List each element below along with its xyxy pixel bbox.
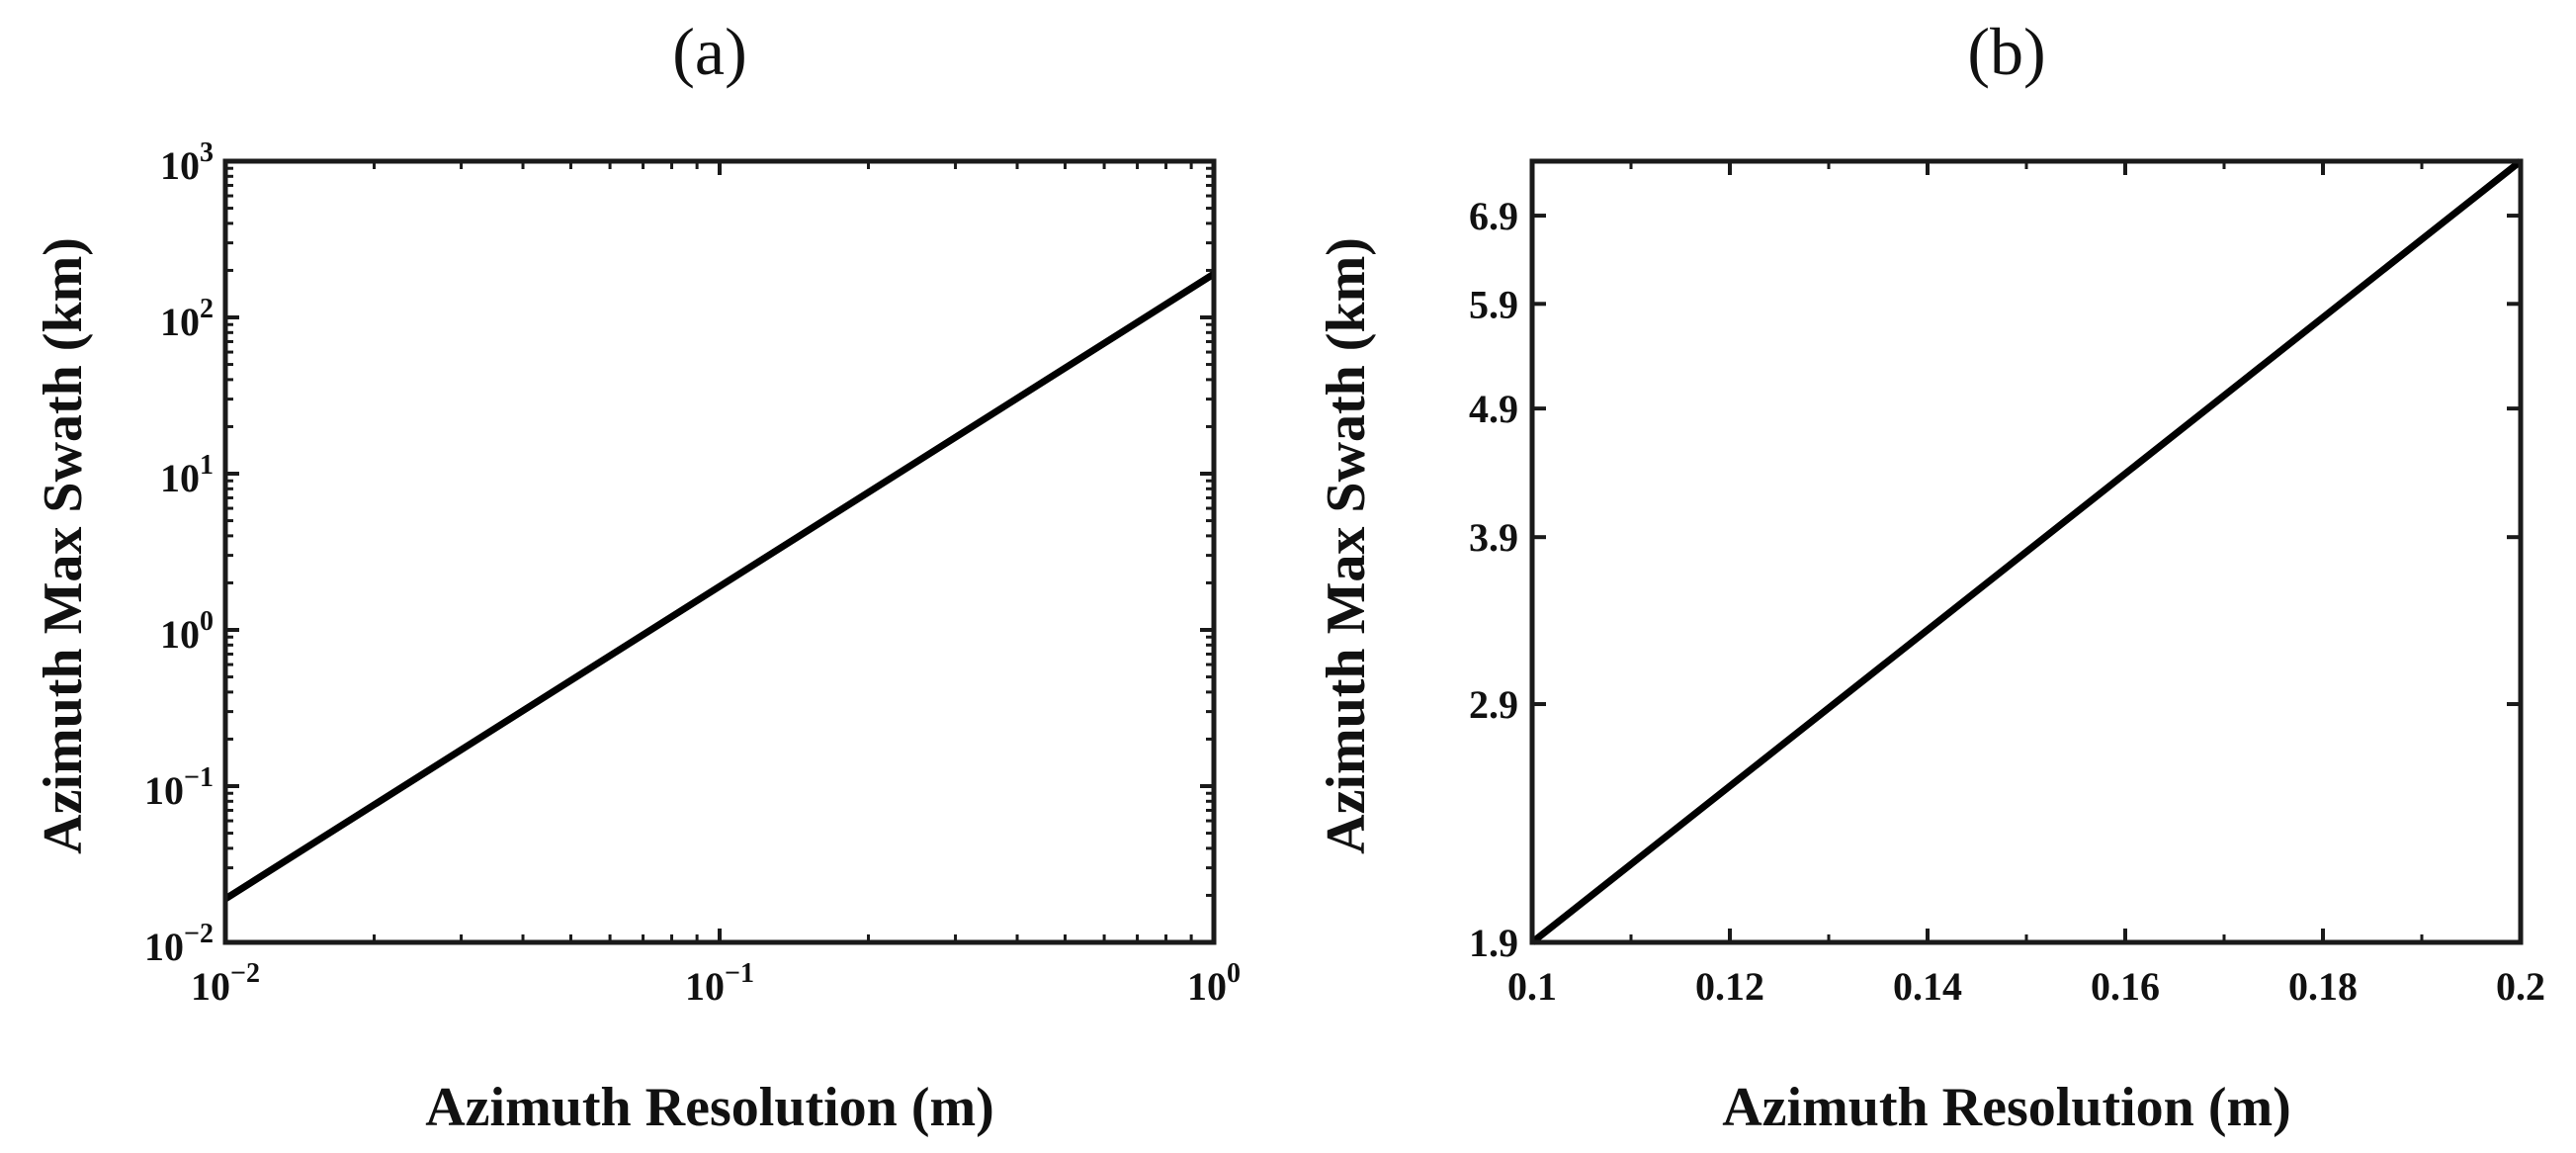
a-y-tick-exponent: 0 [200,606,214,637]
a-y-tick-base: 10 [144,768,184,813]
a-y-tick-exponent: 3 [200,137,214,168]
a-x-tick-exponent: −1 [725,958,754,989]
b-x-tick-label: 0.1 [1507,964,1557,1009]
a-y-tick-base: 10 [160,300,200,344]
panel-a-x-tick-labels: 10−2 10−1 100 [191,958,1241,1009]
b-y-tick-label: 6.9 [1469,194,1518,238]
a-x-tick-label: 10−1 [685,958,754,1009]
a-y-tick-label: 103 [160,137,214,188]
a-y-tick-exponent: 1 [200,450,214,481]
panel-a-y-axis-label: Azimuth Max Swath (km) [33,237,94,854]
b-y-tick-label: 5.9 [1469,282,1518,326]
panel-b-plot-area: 0.1 0.12 0.14 0.16 0.18 0.2 1.9 2.9 3.9 4.9 5.9 6.… [1469,158,2545,1009]
b-y-tick-label: 1.9 [1469,921,1518,965]
b-x-tick-label: 0.2 [2496,964,2545,1009]
panel-a-minor-ticks [225,161,1214,942]
a-y-tick-exponent: −1 [184,762,214,793]
panel-b-x-axis-label: Azimuth Resolution (m) [1722,1077,2291,1138]
panel-b-series-line [1529,158,2524,945]
b-x-tick-label: 0.16 [2091,964,2160,1009]
a-y-tick-base: 10 [144,925,184,969]
a-y-tick-label: 10−1 [144,762,214,813]
panel-b: (b) Azimuth Resolution (m) Azimuth Max S… [1316,14,2545,1138]
b-x-tick-label: 0.14 [1893,964,1962,1009]
panel-a: (a) Azimuth Resolution (m) Azimuth Max S… [33,14,1241,1138]
a-x-tick-label: 100 [1187,958,1241,1009]
b-y-tick-label: 2.9 [1469,682,1518,727]
a-y-tick-base: 10 [160,456,200,500]
a-y-tick-label: 10−2 [144,919,214,969]
panel-a-title: (a) [672,14,746,89]
a-y-tick-label: 102 [160,294,214,344]
panel-b-x-tick-labels: 0.1 0.12 0.14 0.16 0.18 0.2 [1507,964,2545,1009]
a-x-tick-base: 10 [685,964,725,1009]
b-y-tick-label: 3.9 [1469,515,1518,560]
panel-b-minor-ticks [1629,161,2424,942]
a-y-tick-base: 10 [160,143,200,188]
panel-a-major-ticks [223,159,1216,944]
a-y-tick-base: 10 [160,612,200,657]
b-x-tick-label: 0.18 [2288,964,2358,1009]
a-y-tick-exponent: 2 [200,294,214,324]
panel-b-y-tick-labels: 1.9 2.9 3.9 4.9 5.9 6.9 [1469,194,1518,965]
panel-b-y-axis-label: Azimuth Max Swath (km) [1316,237,1377,854]
a-x-tick-exponent: 0 [1227,958,1241,989]
a-x-tick-label: 10−2 [191,958,260,1009]
panel-a-x-axis-label: Azimuth Resolution (m) [425,1077,994,1138]
panel-b-axes-frame [1529,158,2524,945]
b-y-tick-label: 4.9 [1469,387,1518,431]
panel-b-title: (b) [1967,14,2045,89]
a-y-tick-exponent: −2 [184,919,214,949]
panel-a-series-line [223,271,1216,902]
a-x-tick-exponent: −2 [230,958,260,989]
a-y-tick-label: 101 [160,450,214,500]
a-x-tick-base: 10 [191,964,230,1009]
b-x-tick-label: 0.12 [1695,964,1764,1009]
a-y-tick-label: 100 [160,606,214,657]
panel-a-axes-frame [222,158,1217,945]
a-x-tick-base: 10 [1187,964,1227,1009]
